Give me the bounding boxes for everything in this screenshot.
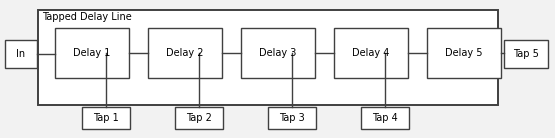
- Bar: [5, 40, 37, 68]
- Text: Tap 4: Tap 4: [372, 113, 398, 123]
- Bar: [268, 107, 316, 129]
- Bar: [38, 10, 498, 105]
- Text: Tap 2: Tap 2: [186, 113, 212, 123]
- Bar: [241, 28, 315, 78]
- Text: Delay 3: Delay 3: [259, 48, 297, 58]
- Text: In: In: [17, 49, 26, 59]
- Bar: [361, 107, 409, 129]
- Bar: [504, 40, 548, 68]
- Text: Delay 4: Delay 4: [352, 48, 390, 58]
- Bar: [334, 28, 408, 78]
- Bar: [175, 107, 223, 129]
- Text: Tap 5: Tap 5: [513, 49, 539, 59]
- Text: Tapped Delay Line: Tapped Delay Line: [42, 12, 132, 22]
- Text: Delay 1: Delay 1: [73, 48, 110, 58]
- Bar: [148, 28, 222, 78]
- Text: Tap 1: Tap 1: [93, 113, 119, 123]
- Text: Delay 5: Delay 5: [445, 48, 483, 58]
- Text: Tap 3: Tap 3: [279, 113, 305, 123]
- Text: Delay 2: Delay 2: [166, 48, 204, 58]
- Bar: [427, 28, 501, 78]
- Bar: [82, 107, 130, 129]
- Bar: [55, 28, 129, 78]
